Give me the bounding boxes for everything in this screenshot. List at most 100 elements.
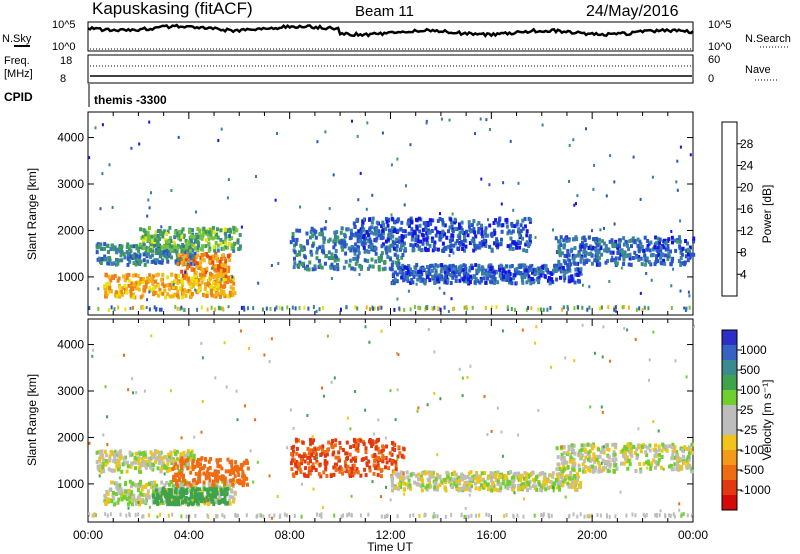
power-cell: [366, 233, 370, 237]
velocity-cell: [224, 469, 228, 474]
power-cell: [114, 290, 118, 295]
velocity-cell: [569, 484, 573, 489]
power-cell: [645, 247, 649, 252]
power-cell: [351, 232, 355, 237]
velocity-cell: [507, 471, 511, 475]
velocity-cell: [191, 465, 195, 470]
power-cell: [162, 251, 166, 256]
velocity-cell: [474, 486, 478, 491]
velocity-cell: [564, 356, 567, 360]
velocity-cell: [345, 466, 349, 471]
power-cell: [568, 258, 572, 263]
velocity-cell: [109, 450, 113, 455]
velocity-cell: [315, 459, 319, 464]
velocity-cell: [343, 460, 347, 465]
power-cell: [639, 256, 643, 261]
power-cell: [638, 246, 642, 251]
velocity-cell: [678, 508, 681, 512]
power-cell: [149, 254, 153, 259]
power-cell: [493, 230, 497, 235]
power-cell: [354, 242, 358, 247]
nsearch-tick-top: 10^5: [708, 19, 732, 31]
power-cell: [433, 247, 437, 252]
velocity-cell: [115, 485, 119, 490]
velocity-cell: [452, 470, 456, 475]
velocity-cell: [130, 502, 134, 507]
power-cell: [468, 268, 472, 273]
velocity-cell: [573, 451, 577, 456]
power-cell: [534, 235, 537, 239]
velocity-cell: [390, 440, 394, 445]
velocity-cell: [117, 465, 120, 470]
power-cell: [487, 273, 491, 278]
power-cell: [416, 239, 420, 244]
power-cell: [208, 255, 212, 260]
power-cell: [417, 269, 421, 274]
velocity-cell: [470, 476, 474, 481]
power-cell: [436, 230, 440, 235]
power-cell: [417, 216, 421, 221]
velocity-cell: [506, 480, 510, 484]
power-cell: [495, 305, 498, 310]
velocity-cell: [189, 483, 193, 488]
velocity-cell: [105, 497, 109, 502]
velocity-cell: [628, 444, 632, 449]
velocity-cell: [307, 461, 310, 466]
power-cell: [354, 261, 358, 266]
velocity-cell: [364, 456, 368, 461]
velocity-cell: [338, 469, 342, 474]
velocity-cell: [306, 474, 310, 479]
power-cell: [596, 252, 600, 257]
power-cell: [692, 239, 696, 243]
power-cell: [527, 274, 531, 279]
velocity-cell: [169, 452, 173, 457]
power-cell: [226, 229, 230, 233]
velocity-cell: [351, 473, 355, 478]
velocity-cell: [176, 501, 180, 506]
power-cell: [367, 244, 371, 249]
velocity-cell: [320, 512, 323, 517]
velocity-cell: [589, 443, 593, 448]
power-cell: [193, 262, 197, 267]
power-cell: [200, 236, 204, 241]
power-cell: [221, 278, 225, 282]
power-cell: [369, 307, 371, 312]
power-cell: [179, 237, 183, 242]
velocity-cell: [208, 465, 212, 470]
velocity-cell: [142, 460, 146, 465]
power-cell: [116, 261, 120, 266]
velocity-cell: [690, 442, 694, 447]
velocity-cell: [660, 448, 664, 453]
power-cell: [416, 243, 420, 248]
velocity-cell: [214, 499, 218, 504]
velocity-cell: [492, 474, 496, 479]
velocity-cell: [268, 360, 271, 364]
power-cell: [663, 253, 667, 258]
power-cell: [648, 248, 652, 253]
power-cell: [587, 246, 591, 250]
velocity-cell: [572, 448, 575, 453]
power-cell: [327, 256, 331, 261]
power-cell: [370, 220, 374, 225]
velocity-cell: [164, 455, 168, 460]
velocity-cell: [279, 513, 282, 518]
power-cell: [428, 230, 432, 235]
power-cell: [360, 234, 364, 239]
velocity-cell: [576, 514, 579, 519]
power-cell: [501, 223, 505, 228]
power-cell: [134, 262, 138, 267]
velocity-cell: [186, 466, 190, 471]
velocity-cell: [578, 452, 582, 457]
power-cell: [404, 270, 408, 275]
power-cell: [436, 247, 440, 252]
velocity-cell: [349, 427, 352, 431]
power-cell: [451, 212, 454, 216]
velocity-cell: [601, 448, 605, 453]
velocity-cell: [458, 478, 461, 483]
power-cell: [611, 241, 615, 246]
power-cell: [165, 239, 169, 244]
power-cell: [391, 229, 395, 234]
velocity-cell: [460, 472, 464, 477]
velocity-cell: [478, 478, 482, 483]
power-cell: [197, 265, 201, 270]
